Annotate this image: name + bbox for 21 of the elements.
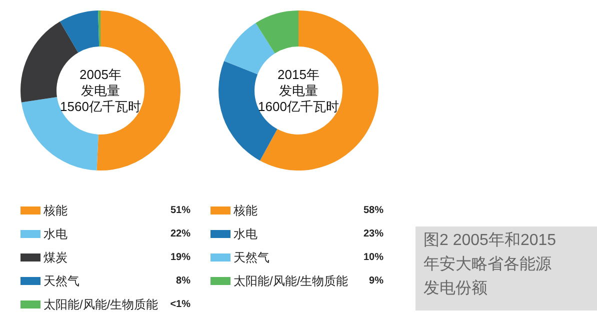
legend-label: 煤炭: [44, 250, 68, 264]
legend-label: 天然气: [44, 274, 80, 288]
data-label: <1%: [170, 299, 191, 310]
legend-label: 核能: [42, 204, 68, 218]
legend-label: 太阳能/风能/生物质能: [44, 298, 158, 312]
legend-label: 天然气: [234, 250, 270, 264]
legend-label: 核能: [232, 204, 258, 218]
text: 2015年发电量1600亿千瓦时: [258, 67, 339, 114]
data-label: 58%: [363, 205, 384, 216]
data-label: 22%: [170, 228, 191, 240]
data-label: 51%: [170, 205, 191, 216]
data-label: 10%: [363, 252, 384, 263]
caption: 图2 2005年和2015年安大略省各能源发电份额: [424, 231, 556, 297]
data-label: 23%: [363, 228, 384, 240]
text: 2005年发电量1560亿千瓦时: [60, 67, 141, 114]
legend-label: 太阳能/风能/生物质能: [234, 274, 348, 288]
data-label: 19%: [170, 252, 191, 263]
data-label: 8%: [176, 276, 191, 286]
legend-label: 水电: [44, 227, 68, 241]
legend-label: 水电: [234, 227, 258, 241]
data-label: 9%: [369, 276, 384, 286]
